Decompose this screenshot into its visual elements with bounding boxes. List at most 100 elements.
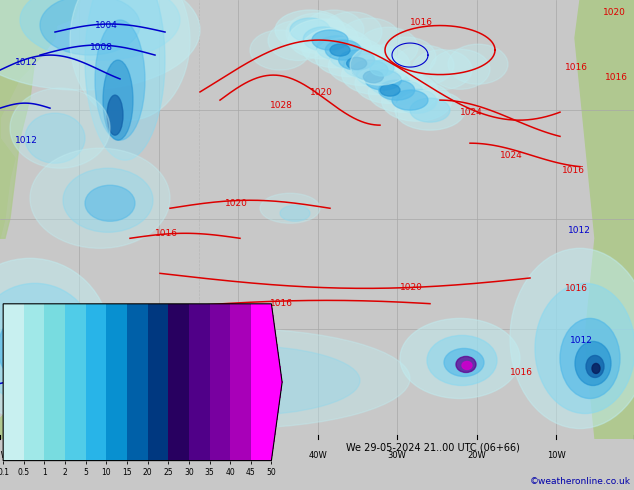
Ellipse shape [85, 185, 135, 221]
Ellipse shape [60, 328, 200, 398]
Ellipse shape [250, 30, 310, 70]
Ellipse shape [330, 44, 350, 56]
Ellipse shape [378, 80, 415, 100]
Polygon shape [575, 0, 634, 439]
Ellipse shape [560, 318, 620, 398]
Ellipse shape [586, 355, 604, 377]
Ellipse shape [382, 81, 451, 121]
Ellipse shape [380, 84, 400, 96]
PathPatch shape [271, 304, 282, 461]
Ellipse shape [103, 60, 133, 140]
Text: 1016: 1016 [270, 299, 293, 308]
Ellipse shape [339, 50, 375, 70]
Ellipse shape [392, 90, 428, 110]
Text: 1012: 1012 [570, 337, 593, 345]
Ellipse shape [120, 345, 360, 416]
Ellipse shape [448, 44, 508, 84]
Ellipse shape [280, 205, 310, 221]
Text: 1012: 1012 [568, 226, 591, 235]
Ellipse shape [462, 362, 472, 369]
Ellipse shape [63, 168, 153, 232]
Ellipse shape [35, 344, 51, 361]
Ellipse shape [394, 45, 454, 85]
Text: 1020: 1020 [310, 88, 333, 97]
Text: 1012: 1012 [15, 58, 38, 67]
Ellipse shape [395, 90, 465, 130]
Ellipse shape [368, 73, 438, 112]
Ellipse shape [40, 0, 140, 55]
Ellipse shape [328, 46, 398, 86]
Ellipse shape [0, 0, 200, 90]
Text: 1016: 1016 [565, 63, 588, 72]
Text: 1024: 1024 [460, 108, 482, 117]
Text: 60W: 60W [150, 451, 169, 460]
Ellipse shape [0, 258, 110, 418]
Text: 1004: 1004 [95, 21, 118, 30]
Ellipse shape [350, 45, 410, 85]
Ellipse shape [50, 328, 410, 429]
Ellipse shape [575, 342, 611, 386]
Ellipse shape [70, 0, 190, 120]
Polygon shape [600, 0, 634, 439]
Text: 1012: 1012 [15, 136, 38, 145]
Text: 70W: 70W [70, 451, 88, 460]
Ellipse shape [365, 70, 401, 90]
Ellipse shape [358, 27, 418, 67]
Text: 1020: 1020 [603, 8, 626, 17]
Ellipse shape [107, 95, 123, 135]
Text: 1028: 1028 [270, 101, 293, 110]
Ellipse shape [0, 283, 95, 403]
Ellipse shape [268, 21, 328, 60]
Text: 1012: 1012 [15, 356, 38, 366]
Ellipse shape [357, 63, 397, 87]
Text: 30W: 30W [387, 451, 406, 460]
Text: 1020: 1020 [225, 199, 248, 208]
Ellipse shape [303, 27, 344, 51]
Ellipse shape [384, 80, 424, 104]
Ellipse shape [344, 53, 384, 77]
Ellipse shape [330, 45, 370, 69]
Ellipse shape [288, 19, 358, 59]
Text: 1016: 1016 [155, 229, 178, 238]
Ellipse shape [322, 12, 382, 52]
Ellipse shape [370, 60, 394, 76]
Ellipse shape [290, 18, 330, 42]
Ellipse shape [592, 364, 600, 373]
Text: 1020: 1020 [400, 283, 423, 293]
Text: 1016: 1016 [565, 284, 588, 294]
Ellipse shape [412, 49, 472, 90]
Text: 50W: 50W [229, 451, 247, 460]
Text: ©weatheronline.co.uk: ©weatheronline.co.uk [530, 477, 631, 486]
Ellipse shape [410, 98, 450, 122]
Text: 1016: 1016 [605, 73, 628, 82]
Ellipse shape [15, 325, 65, 375]
Polygon shape [0, 359, 260, 439]
Ellipse shape [286, 13, 346, 53]
Ellipse shape [304, 10, 364, 50]
Ellipse shape [535, 283, 634, 414]
Ellipse shape [20, 308, 220, 409]
Ellipse shape [275, 10, 345, 50]
Ellipse shape [444, 348, 484, 376]
Ellipse shape [510, 248, 634, 429]
Ellipse shape [397, 89, 437, 113]
Ellipse shape [312, 30, 348, 50]
Text: 1016: 1016 [510, 368, 533, 377]
Ellipse shape [340, 18, 400, 58]
Ellipse shape [25, 113, 85, 163]
Ellipse shape [315, 37, 385, 77]
Text: 80W: 80W [0, 451, 10, 460]
Ellipse shape [27, 337, 57, 367]
Ellipse shape [400, 318, 520, 398]
Ellipse shape [347, 57, 366, 70]
Ellipse shape [427, 336, 497, 386]
Text: 1016: 1016 [562, 166, 585, 175]
Text: 1016: 1016 [410, 18, 433, 27]
Text: 20W: 20W [468, 451, 486, 460]
Ellipse shape [456, 356, 476, 372]
Ellipse shape [370, 72, 410, 96]
Text: 1024: 1024 [500, 151, 523, 160]
Polygon shape [0, 0, 60, 118]
Ellipse shape [376, 37, 436, 77]
Ellipse shape [342, 54, 411, 95]
